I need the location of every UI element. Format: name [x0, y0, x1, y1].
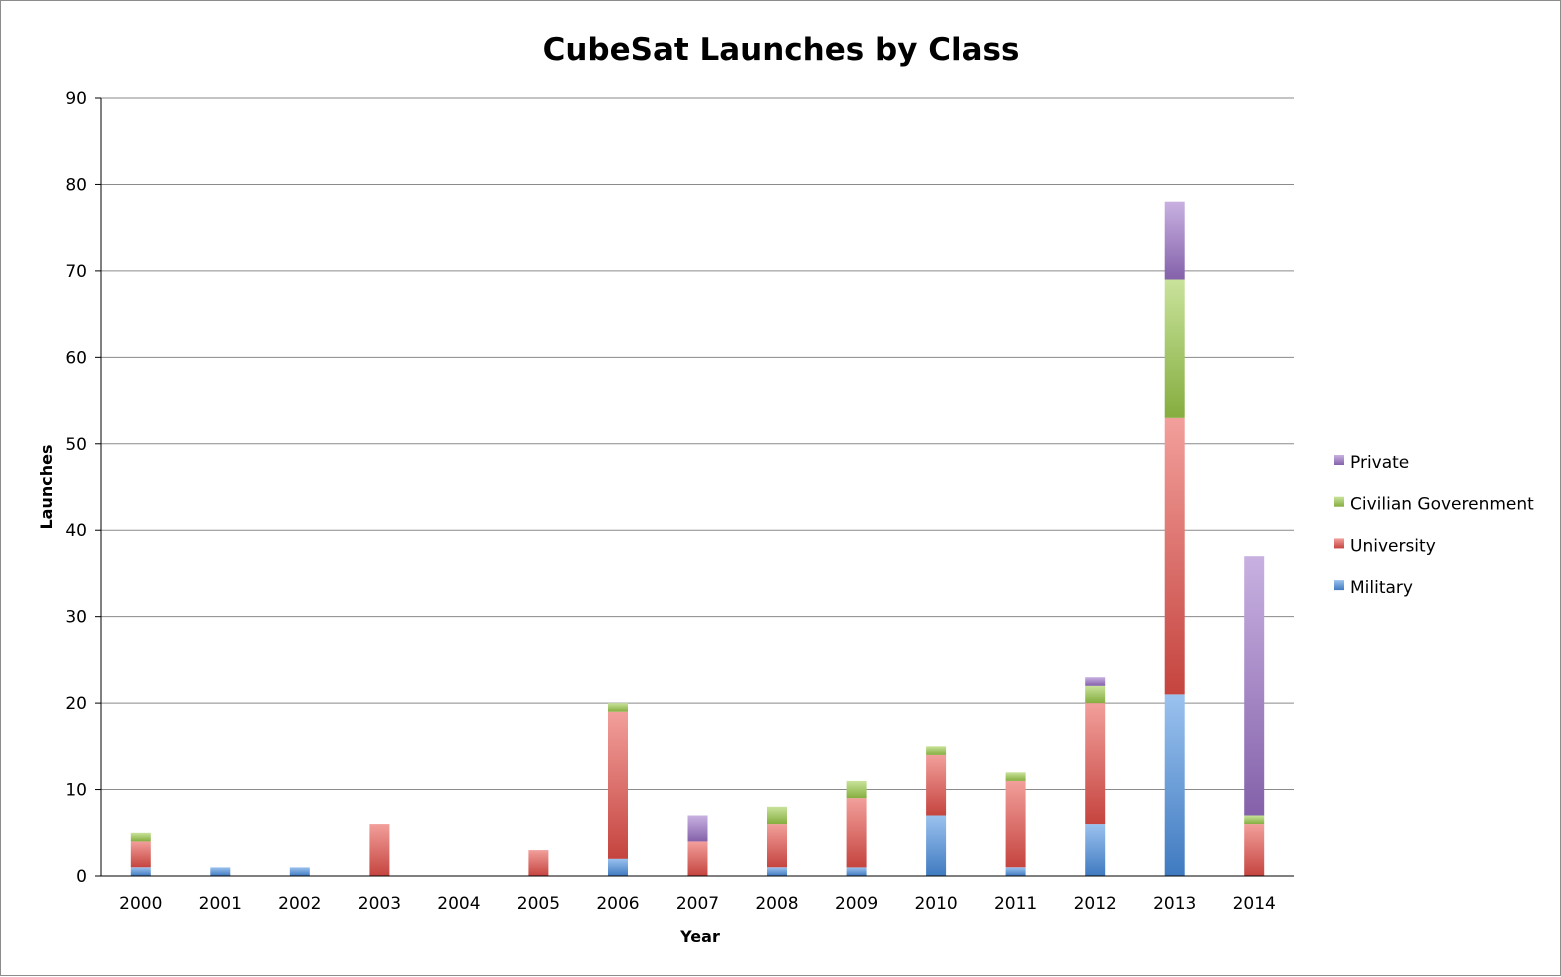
y-tick-label: 60: [65, 348, 87, 368]
bar-civilian-goverenment-2011: [1005, 772, 1026, 781]
bar-military-2010: [926, 815, 947, 876]
x-axis-title: Year: [679, 927, 720, 946]
bar-university-2009: [846, 798, 867, 868]
bar-university-2010: [926, 755, 947, 816]
bar-university-2014: [1244, 824, 1265, 876]
x-tick-label: 2013: [1153, 894, 1196, 914]
bar-military-2008: [767, 867, 787, 876]
legend-label-military: Military: [1350, 578, 1413, 598]
x-tick-label: 2010: [914, 894, 957, 914]
bar-military-2011: [1005, 867, 1026, 876]
bar-civilian-goverenment-2014: [1244, 815, 1265, 825]
x-tick-label: 2011: [994, 894, 1037, 914]
bar-civilian-goverenment-2013: [1164, 279, 1185, 418]
bar-military-2006: [608, 858, 628, 876]
bar-university-2003: [369, 824, 390, 876]
legend: Private Civilian Goverenment University Mil…: [1334, 453, 1534, 598]
bar-private-2007: [687, 815, 708, 842]
x-tick-label: 2007: [676, 894, 719, 914]
y-tick-labels: 0 10 20 30 40 50 60 70 80 90: [65, 89, 87, 887]
bar-university-2007: [687, 841, 708, 876]
bar-civilian-goverenment-2010: [926, 746, 947, 755]
y-tick-label: 90: [65, 89, 87, 109]
x-tick-label: 2003: [358, 894, 401, 914]
y-tick-label: 20: [65, 694, 87, 714]
x-tick-label: 2001: [199, 894, 242, 914]
gridlines: [95, 97, 1294, 877]
x-tick-label: 2005: [517, 894, 560, 914]
bar-university-2005: [528, 850, 549, 876]
x-tick-label: 2004: [437, 894, 480, 914]
legend-label-civilian-goverenment: Civilian Goverenment: [1350, 495, 1534, 515]
legend-swatch-private: [1334, 455, 1344, 465]
bar-civilian-goverenment-2012: [1085, 685, 1106, 704]
legend-swatch-civilian-goverenment: [1334, 496, 1344, 507]
bar-military-2009: [846, 867, 867, 876]
y-tick-label: 30: [65, 608, 87, 628]
bar-university-2012: [1085, 703, 1106, 825]
x-tick-label: 2006: [596, 894, 639, 914]
bar-military-2012: [1085, 824, 1106, 876]
bar-private-2014: [1244, 556, 1265, 816]
bar-military-2002: [289, 867, 310, 876]
bar-university-2013: [1164, 417, 1185, 695]
x-tick-label: 2009: [835, 894, 878, 914]
bar-military-2000: [130, 867, 151, 876]
bar-university-2000: [130, 841, 151, 868]
bar-university-2011: [1005, 780, 1026, 868]
legend-label-private: Private: [1350, 453, 1409, 473]
bar-university-2006: [608, 711, 628, 859]
y-tick-label: 70: [65, 262, 87, 282]
bar-private-2012: [1085, 677, 1106, 686]
y-tick-label: 10: [65, 781, 87, 801]
bar-civilian-goverenment-2000: [130, 832, 151, 842]
bar-military-2013: [1164, 694, 1185, 876]
x-tick-label: 2014: [1233, 894, 1276, 914]
y-tick-label: 80: [65, 175, 87, 195]
legend-swatch-military: [1334, 580, 1344, 591]
legend-label-university: University: [1350, 536, 1436, 556]
y-axis-title: Launches: [37, 444, 56, 529]
chart-title: CubeSat Launches by Class: [543, 32, 1020, 68]
x-tick-labels: 2000 2001 2002 2003 2004 2005 2006 2007 2008 2009…: [119, 894, 1276, 914]
bar-private-2013: [1164, 201, 1185, 280]
bar-university-2008: [767, 824, 787, 868]
x-tick-label: 2008: [755, 894, 798, 914]
x-tick-label: 2000: [119, 894, 162, 914]
bar-military-2001: [210, 867, 231, 876]
y-tick-label: 0: [76, 867, 87, 887]
y-tick-label: 50: [65, 435, 87, 455]
legend-swatch-university: [1334, 538, 1344, 549]
bar-civilian-goverenment-2009: [846, 780, 867, 799]
bar-civilian-goverenment-2006: [608, 703, 628, 712]
bars: [130, 201, 1265, 876]
x-tick-label: 2012: [1074, 894, 1117, 914]
bar-civilian-goverenment-2008: [767, 806, 787, 825]
y-tick-label: 40: [65, 521, 87, 541]
x-tick-label: 2002: [278, 894, 321, 914]
